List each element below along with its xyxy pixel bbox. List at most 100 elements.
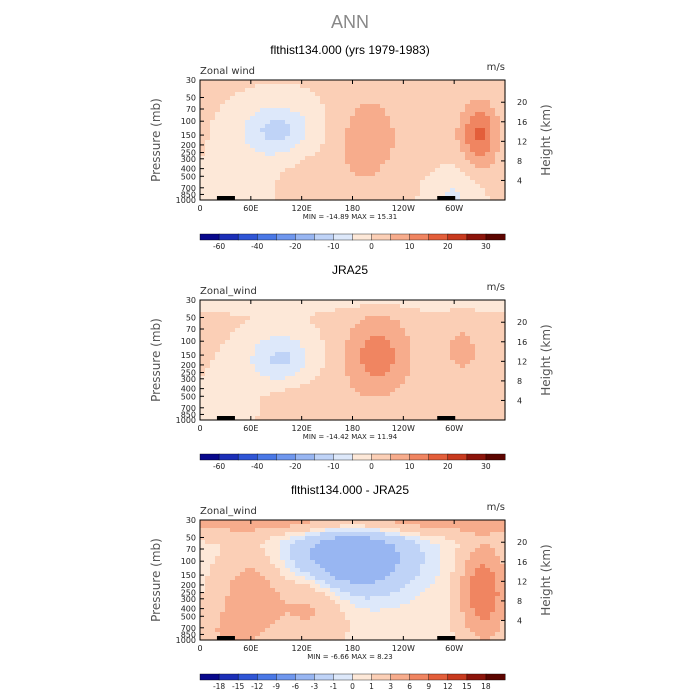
field-cell [480, 112, 486, 117]
field-cell [465, 552, 471, 557]
field-cell [315, 380, 321, 385]
field-cell [370, 128, 376, 133]
field-cell [215, 132, 221, 137]
field-cell [395, 368, 401, 373]
colorbar-swatch [390, 233, 411, 241]
field-cell [215, 104, 221, 109]
field-cell [385, 384, 391, 389]
field-cell [390, 568, 396, 573]
field-cell [435, 552, 441, 557]
y-tick-label: 500 [181, 392, 196, 401]
field-cell [380, 108, 386, 113]
field-cell [235, 196, 241, 201]
field-cell [220, 140, 226, 145]
field-cell [435, 344, 441, 349]
field-cell [235, 376, 241, 381]
field-cell [460, 532, 466, 537]
field-cell [205, 416, 211, 421]
field-cell [280, 156, 286, 161]
field-cell [370, 132, 376, 137]
field-cell [455, 536, 461, 541]
field-cell [310, 384, 316, 389]
field-cell [425, 368, 431, 373]
field-cell [490, 164, 496, 169]
field-cell [340, 172, 346, 177]
field-cell [355, 528, 361, 533]
field-cell [285, 104, 291, 109]
field-cell [365, 188, 371, 193]
field-cell [435, 84, 441, 89]
field-cell [210, 332, 216, 337]
field-cell [420, 584, 426, 589]
field-cell [310, 400, 316, 405]
field-cell [260, 384, 266, 389]
field-cell [335, 316, 341, 321]
field-cell [400, 528, 406, 533]
field-cell [470, 580, 476, 585]
field-cell [390, 316, 396, 321]
field-cell [280, 84, 286, 89]
field-cell [360, 164, 366, 169]
field-cell [295, 152, 301, 157]
field-cell [365, 352, 371, 357]
field-cell [375, 400, 381, 405]
field-cell [285, 124, 291, 129]
field-cell [315, 116, 321, 121]
field-cell [285, 408, 291, 413]
field-cell [285, 160, 291, 165]
field-cell [395, 316, 401, 321]
field-cell [250, 372, 256, 377]
field-cell [220, 176, 226, 181]
field-cell [375, 324, 381, 329]
field-cell [215, 164, 221, 169]
field-cell [485, 332, 491, 337]
field-cell [280, 572, 286, 577]
field-cell [335, 524, 341, 529]
field-cell [320, 536, 326, 541]
field-cell [250, 400, 256, 405]
field-cell [450, 344, 456, 349]
field-cell [330, 152, 336, 157]
chart-panel-1: flthist134.000 (yrs 1979-1983)Zonal wind… [149, 43, 553, 251]
field-cell [225, 520, 231, 525]
field-cell [360, 396, 366, 401]
field-cell [380, 320, 386, 325]
field-cell [430, 560, 436, 565]
field-cell [280, 408, 286, 413]
field-cell [320, 368, 326, 373]
field-cell [255, 148, 261, 153]
field-cell [455, 164, 461, 169]
field-cell [385, 136, 391, 141]
field-cell [405, 92, 411, 97]
field-cell [450, 112, 456, 117]
field-cell [405, 544, 411, 549]
field-cell [275, 184, 281, 189]
field-cell [475, 392, 481, 397]
field-cell [480, 164, 486, 169]
field-cell [365, 388, 371, 393]
field-cell [395, 312, 401, 317]
field-cell [250, 156, 256, 161]
field-cell [410, 520, 416, 525]
field-cell [340, 336, 346, 341]
field-cell [470, 116, 476, 121]
field-cell [320, 580, 326, 585]
field-cell [365, 132, 371, 137]
field-cell [470, 180, 476, 185]
field-cell [405, 404, 411, 409]
field-cell [385, 404, 391, 409]
field-cell [240, 180, 246, 185]
field-cell [300, 188, 306, 193]
field-cell [335, 192, 341, 197]
field-cell [395, 540, 401, 545]
field-cell [375, 120, 381, 125]
field-cell [210, 316, 216, 321]
field-cell [320, 160, 326, 165]
field-cell [490, 416, 496, 421]
field-cell [265, 372, 271, 377]
field-cell [270, 116, 276, 121]
field-cell [310, 88, 316, 93]
field-cell [285, 524, 291, 529]
field-cell [475, 368, 481, 373]
field-cell [400, 404, 406, 409]
